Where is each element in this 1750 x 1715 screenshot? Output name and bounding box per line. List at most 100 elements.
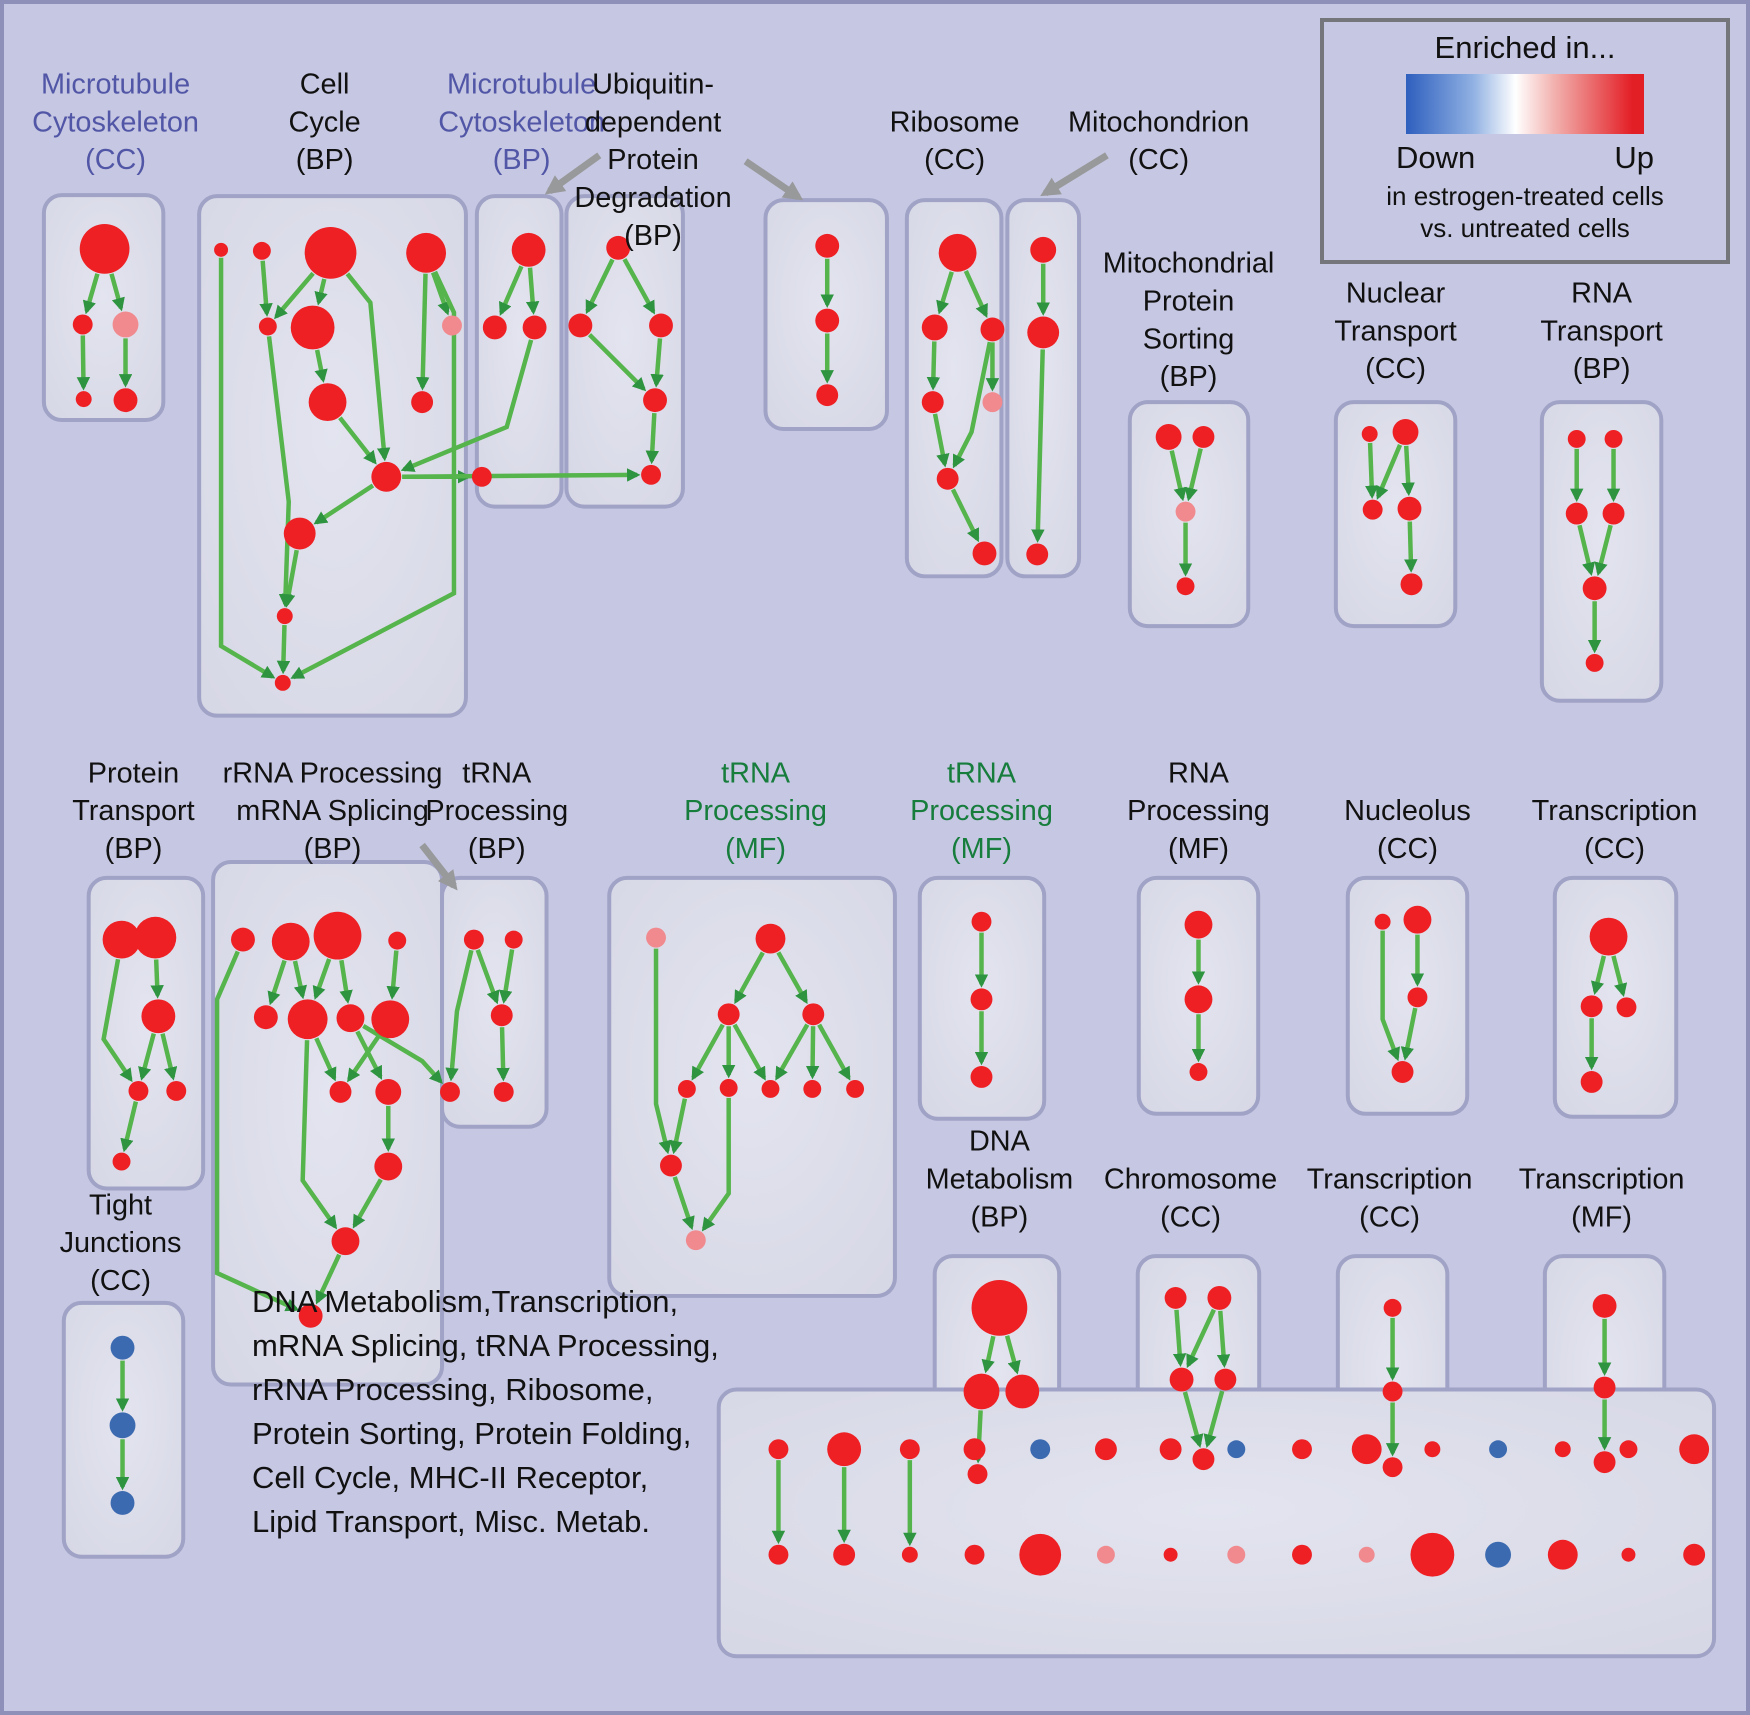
go-term-node[interactable] [1164, 1286, 1187, 1309]
go-term-node[interactable] [1227, 1545, 1246, 1564]
go-term-node[interactable] [511, 232, 546, 267]
go-term-node[interactable] [1175, 501, 1196, 522]
go-term-node[interactable] [1593, 1376, 1616, 1399]
go-term-node[interactable] [921, 391, 944, 414]
go-term-node[interactable] [252, 241, 271, 260]
go-term-node[interactable] [1547, 1539, 1578, 1570]
go-term-node[interactable] [660, 1154, 682, 1177]
go-term-node[interactable] [1227, 1440, 1246, 1459]
go-term-node[interactable] [641, 464, 662, 485]
go-term-node[interactable] [568, 313, 593, 338]
go-term-node[interactable] [134, 916, 177, 959]
go-term-node[interactable] [1030, 236, 1057, 263]
go-term-node[interactable] [972, 541, 997, 566]
go-term-node[interactable] [1489, 1440, 1508, 1459]
go-term-node[interactable] [1214, 1368, 1237, 1391]
go-term-node[interactable] [482, 315, 507, 340]
go-term-node[interactable] [253, 1005, 278, 1030]
go-term-node[interactable] [1679, 1434, 1710, 1465]
go-term-node[interactable] [283, 517, 316, 550]
go-term-node[interactable] [768, 1439, 789, 1460]
go-term-node[interactable] [719, 1078, 738, 1097]
go-term-node[interactable] [1589, 917, 1628, 956]
go-term-node[interactable] [336, 1004, 365, 1033]
go-term-node[interactable] [970, 1066, 993, 1088]
go-term-node[interactable] [802, 1003, 825, 1026]
go-term-node[interactable] [970, 988, 993, 1011]
go-term-node[interactable] [1582, 576, 1607, 601]
go-term-node[interactable] [1621, 1547, 1636, 1562]
go-term-node[interactable] [490, 1004, 513, 1027]
go-term-node[interactable] [768, 1544, 789, 1565]
go-term-node[interactable] [1382, 1381, 1403, 1402]
go-term-node[interactable] [971, 1280, 1028, 1336]
go-term-node[interactable] [971, 911, 992, 932]
go-term-node[interactable] [504, 930, 523, 949]
go-term-node[interactable] [717, 1003, 740, 1026]
go-term-node[interactable] [980, 317, 1005, 342]
go-term-node[interactable] [938, 233, 977, 272]
go-term-node[interactable] [271, 922, 310, 961]
go-term-node[interactable] [1030, 1439, 1051, 1460]
go-term-node[interactable] [643, 388, 667, 413]
go-term-node[interactable] [1407, 987, 1428, 1008]
go-term-node[interactable] [827, 1432, 862, 1467]
go-term-node[interactable] [471, 466, 492, 487]
go-term-node[interactable] [113, 388, 138, 413]
go-term-node[interactable] [963, 1438, 986, 1461]
go-term-node[interactable] [112, 1152, 131, 1171]
go-term-node[interactable] [1374, 913, 1391, 930]
go-term-node[interactable] [685, 1230, 706, 1251]
go-term-node[interactable] [287, 999, 328, 1040]
go-term-node[interactable] [75, 391, 92, 408]
go-term-node[interactable] [1358, 1546, 1375, 1563]
go-term-node[interactable] [371, 1000, 410, 1039]
go-term-node[interactable] [1351, 1434, 1382, 1465]
go-term-node[interactable] [803, 1079, 822, 1098]
go-term-node[interactable] [1580, 995, 1603, 1018]
go-term-node[interactable] [375, 1078, 402, 1105]
go-term-node[interactable] [1362, 499, 1383, 520]
go-term-node[interactable] [846, 1079, 865, 1098]
go-term-node[interactable] [816, 384, 839, 407]
go-term-node[interactable] [649, 313, 673, 338]
go-term-node[interactable] [1604, 430, 1623, 448]
go-term-node[interactable] [1176, 577, 1195, 596]
go-term-node[interactable] [921, 314, 948, 341]
go-term-node[interactable] [331, 1227, 360, 1256]
go-term-node[interactable] [442, 315, 462, 336]
go-term-node[interactable] [166, 1080, 187, 1101]
go-term-node[interactable] [329, 1080, 352, 1103]
go-term-node[interactable] [308, 383, 347, 422]
go-term-node[interactable] [1400, 573, 1423, 596]
go-term-node[interactable] [112, 311, 139, 338]
go-term-node[interactable] [815, 233, 840, 258]
go-term-node[interactable] [1361, 426, 1378, 442]
go-term-node[interactable] [761, 1079, 780, 1098]
go-term-node[interactable] [371, 461, 402, 492]
go-term-node[interactable] [1192, 1448, 1215, 1471]
go-term-node[interactable] [1184, 985, 1213, 1014]
go-term-node[interactable] [755, 923, 786, 954]
go-term-node[interactable] [1027, 316, 1060, 349]
go-term-node[interactable] [1580, 1070, 1603, 1093]
go-term-node[interactable] [463, 929, 484, 950]
go-term-node[interactable] [646, 927, 666, 948]
go-term-node[interactable] [1683, 1543, 1706, 1566]
go-term-node[interactable] [982, 392, 1003, 413]
go-term-node[interactable] [1184, 910, 1213, 939]
go-term-node[interactable] [522, 315, 547, 340]
go-term-node[interactable] [1397, 496, 1422, 521]
go-term-node[interactable] [815, 308, 840, 333]
go-term-node[interactable] [1565, 502, 1588, 525]
go-term-node[interactable] [276, 608, 293, 625]
go-term-node[interactable] [1026, 543, 1049, 566]
go-term-node[interactable] [214, 242, 229, 257]
go-term-node[interactable] [1383, 1298, 1402, 1317]
go-term-node[interactable] [833, 1543, 856, 1566]
go-term-node[interactable] [899, 1439, 920, 1460]
go-term-node[interactable] [440, 1081, 460, 1102]
go-term-node[interactable] [1292, 1544, 1312, 1565]
go-term-node[interactable] [128, 1080, 149, 1101]
go-term-node[interactable] [901, 1546, 918, 1563]
